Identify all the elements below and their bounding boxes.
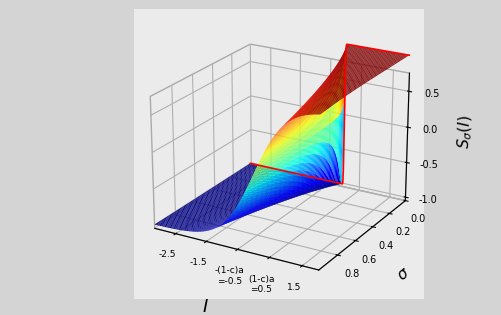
X-axis label: $I$: $I$ — [202, 298, 208, 315]
Y-axis label: $\sigma$: $\sigma$ — [394, 265, 412, 284]
